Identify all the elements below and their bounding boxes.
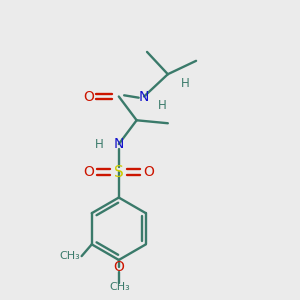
Text: S: S [114,165,124,180]
Text: H: H [181,76,189,90]
Text: N: N [139,89,149,103]
Text: CH₃: CH₃ [59,251,80,261]
Text: CH₃: CH₃ [109,282,130,292]
Text: O: O [143,165,154,179]
Text: H: H [95,138,104,151]
Text: O: O [84,165,94,179]
Text: O: O [84,89,94,103]
Text: O: O [113,260,124,274]
Text: H: H [158,99,167,112]
Text: N: N [114,137,124,151]
